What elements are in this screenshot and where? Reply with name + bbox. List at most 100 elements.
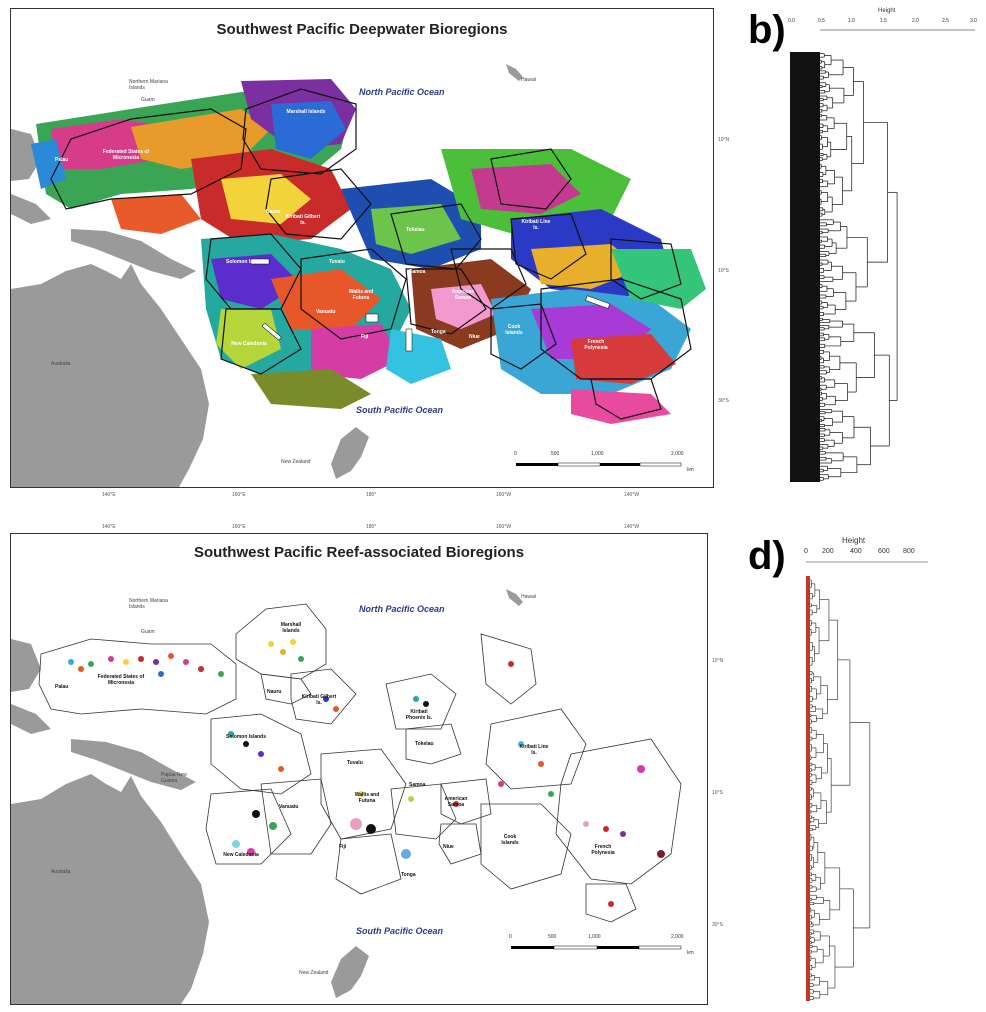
region-label: Vanuatu bbox=[316, 309, 336, 315]
region-label: New Caledonia bbox=[223, 852, 259, 858]
new-guinea-landmass bbox=[71, 739, 196, 790]
region-label: Palau bbox=[55, 157, 69, 163]
dendrogram-d-axis-title: Height bbox=[842, 536, 866, 545]
lat-tick: 30°S bbox=[712, 922, 723, 928]
place-label: New Zealand bbox=[281, 459, 311, 465]
lon-tick: 160°E bbox=[232, 492, 246, 498]
region-label: Tokelau bbox=[415, 741, 434, 747]
new-zealand-landmass bbox=[331, 946, 369, 998]
region-label: Samoa bbox=[409, 269, 426, 275]
scale-label: 2,000 bbox=[671, 934, 684, 940]
dendrogram-d bbox=[806, 561, 928, 1001]
asia-landmass bbox=[11, 639, 51, 734]
deepwater-map-graphic bbox=[11, 64, 706, 487]
lat-tick: 10°N bbox=[718, 137, 730, 143]
lon-tick: 140°W bbox=[624, 492, 640, 498]
region-label: Tuvalu bbox=[347, 760, 363, 766]
dendrogram-leaf-band bbox=[790, 52, 820, 482]
ocean-label-north: North Pacific Ocean bbox=[359, 87, 445, 97]
region-label: New Caledonia bbox=[231, 341, 267, 347]
lon-tick: 160°E bbox=[232, 524, 246, 530]
region-label: American Samoa bbox=[451, 289, 475, 301]
dendrogram-b-axis-title: Height bbox=[878, 8, 896, 14]
place-label: Northern Mariana Islands bbox=[129, 79, 168, 91]
scale-unit: km bbox=[687, 950, 694, 956]
lon-tick: 140°W bbox=[624, 524, 640, 530]
reef-map-graphic bbox=[11, 589, 682, 1004]
scale-label: 0 bbox=[509, 934, 512, 940]
region-label: Wallis and Futuna bbox=[354, 792, 380, 804]
deepwater-island-markers bbox=[250, 258, 611, 352]
region-label: Nauru bbox=[267, 689, 282, 695]
hawaii-islands bbox=[506, 589, 523, 606]
map-title-c: Southwest Pacific Reef-associated Bioreg… bbox=[193, 544, 525, 561]
region-label: Solomon Islands bbox=[226, 259, 267, 265]
lon-tick: 180° bbox=[366, 524, 377, 530]
lat-tick: 10°S bbox=[712, 790, 723, 796]
region-label: French Polynesia bbox=[591, 844, 615, 856]
place-label: Guam bbox=[141, 629, 155, 635]
asia-landmass bbox=[11, 129, 51, 224]
place-label: Northern Mariana Islands bbox=[129, 598, 168, 610]
region-label: Tokelau bbox=[406, 227, 425, 233]
region-label: Kiribati Line Is. bbox=[519, 744, 549, 756]
region-label: Fiji bbox=[339, 844, 347, 850]
region-label: Marshall Islands bbox=[286, 109, 326, 115]
ocean-label-north: North Pacific Ocean bbox=[359, 604, 445, 614]
scale-label: 2,000 bbox=[671, 451, 684, 457]
lon-tick: 160°W bbox=[496, 524, 512, 530]
reef-bioregion-boundaries bbox=[38, 603, 682, 923]
region-label: Kiribati Line Is. bbox=[521, 219, 551, 231]
region-label: Cook Islands bbox=[501, 834, 519, 846]
scale-bar-c bbox=[511, 942, 686, 952]
deepwater-map: Southwest Pacific Deepwater Bioregions bbox=[10, 8, 714, 488]
lon-tick: 180° bbox=[366, 492, 377, 498]
axis-tick: 1.5 bbox=[880, 18, 887, 24]
reef-site-dots bbox=[68, 639, 665, 907]
hawaii-islands bbox=[506, 64, 523, 81]
australia-landmass bbox=[11, 264, 209, 487]
ocean-label-south: South Pacific Ocean bbox=[356, 926, 444, 936]
region-label: Palau bbox=[55, 684, 69, 690]
region-label: Wallis and Futuna bbox=[348, 289, 374, 301]
region-label: American Samoa bbox=[444, 796, 468, 808]
region-label: Vanuatu bbox=[279, 804, 299, 810]
region-label: Fiji bbox=[361, 334, 369, 340]
scale-label: 1,000 bbox=[591, 451, 604, 457]
axis-tick: 0.0 bbox=[788, 18, 795, 24]
new-guinea-landmass bbox=[71, 229, 196, 279]
scale-label: 1,000 bbox=[588, 934, 601, 940]
scale-label: 0 bbox=[514, 451, 517, 457]
axis-tick: 3.0 bbox=[970, 18, 977, 24]
place-label: Hawaii bbox=[521, 594, 537, 600]
region-label: Tuvalu bbox=[329, 259, 345, 265]
region-label: Kiribati Gilbert Is. bbox=[301, 694, 337, 706]
axis-tick: 0.5 bbox=[818, 18, 825, 24]
new-zealand-landmass bbox=[331, 427, 369, 479]
lon-tick: 160°W bbox=[496, 492, 512, 498]
dendrogram-leaf-band bbox=[806, 576, 810, 1001]
ocean-label-south: South Pacific Ocean bbox=[356, 405, 444, 415]
place-label: Papua New Guinea bbox=[161, 772, 187, 784]
lat-tick: 10°S bbox=[718, 268, 729, 274]
axis-tick: 200 bbox=[822, 548, 834, 555]
region-label: Samoa bbox=[409, 782, 426, 788]
region-label: Federated States of Micronesia bbox=[102, 149, 150, 161]
place-label: Hawaii bbox=[521, 77, 537, 83]
lon-tick: 140°E bbox=[102, 492, 116, 498]
axis-tick: 2.0 bbox=[912, 18, 919, 24]
axis-tick: 800 bbox=[903, 548, 915, 555]
place-label: New Zealand bbox=[299, 970, 329, 976]
region-label: Tonga bbox=[431, 329, 446, 335]
region-label: Tonga bbox=[401, 872, 416, 878]
region-label: Niue bbox=[443, 844, 454, 850]
map-title-a: Southwest Pacific Deepwater Bioregions bbox=[216, 21, 508, 38]
place-label: Australia bbox=[51, 869, 71, 875]
scale-unit: km bbox=[687, 467, 694, 473]
region-label: Cook Islands bbox=[505, 324, 523, 336]
australia-landmass bbox=[11, 774, 209, 1004]
scale-label: 500 bbox=[548, 934, 557, 940]
panel-b-letter: b) bbox=[748, 8, 786, 52]
axis-tick: 0 bbox=[804, 548, 808, 555]
axis-tick: 1.0 bbox=[848, 18, 855, 24]
